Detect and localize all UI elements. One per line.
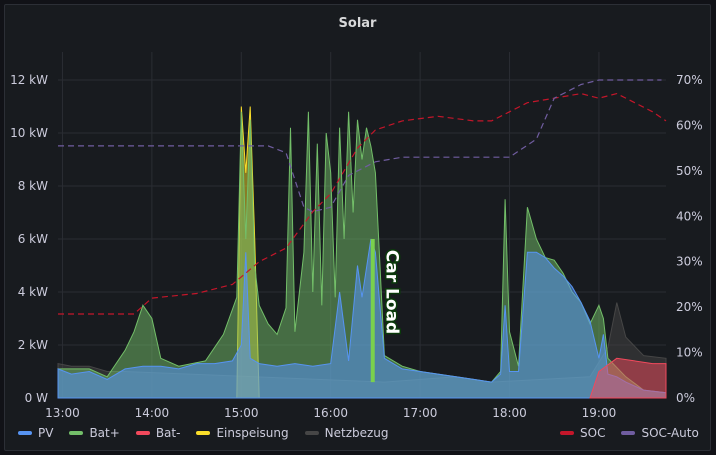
legend-label-netzbezug: Netzbezug: [324, 426, 389, 440]
soc-lines: [58, 79, 667, 315]
line-socauto: [58, 79, 662, 213]
y-right-tick-label: 10%: [676, 346, 703, 360]
legend-item-bat-minus[interactable]: Bat-: [135, 426, 181, 440]
area-pv: [57, 238, 667, 399]
legend-left: PV Bat+ Bat- Einspeisung Netzbezug: [18, 426, 405, 440]
legend-label-soc: SOC: [580, 426, 606, 440]
legend-right: SOC SOC-Auto: [560, 426, 699, 440]
legend-label-soc-auto: SOC-Auto: [641, 426, 699, 440]
legend-item-soc-auto[interactable]: SOC-Auto: [621, 426, 699, 440]
y-right-tick-label: 60%: [676, 118, 703, 132]
y-left-tick-label: 8 kW: [18, 179, 48, 193]
y-left-tick-label: 4 kW: [18, 285, 48, 299]
y-left-tick-label: 10 kW: [10, 126, 48, 140]
y-left-tick-label: 2 kW: [18, 338, 48, 352]
y-right-tick-label: 30%: [676, 255, 703, 269]
legend-swatch-soc-auto: [621, 431, 636, 435]
legend-label-bat-minus: Bat-: [155, 426, 181, 440]
y-right-tick-label: 20%: [676, 300, 703, 314]
legend-swatch-einspeisung: [196, 431, 211, 435]
y-left-tick-label: 12 kW: [10, 73, 48, 87]
x-tick-label: 18:00: [492, 406, 527, 420]
y-right-tick-label: 50%: [676, 164, 703, 178]
legend-item-soc[interactable]: SOC: [560, 426, 605, 440]
x-tick-label: 13:00: [45, 406, 80, 420]
x-tick-label: 15:00: [224, 406, 259, 420]
car-load-label: Car Load: [382, 250, 402, 334]
legend-item-bat-plus[interactable]: Bat+: [69, 426, 120, 440]
legend-swatch-soc: [560, 431, 574, 435]
legend-swatch-bat-plus: [69, 431, 84, 435]
y-right-tick-label: 40%: [676, 209, 703, 223]
axis-ticks: 0 W 2 kW 4 kW 6 kW 8 kW 10 kW 12 kW 0% 10% 20% 30%…: [10, 73, 703, 420]
y-right-tick-label: 0%: [676, 391, 695, 405]
legend-label-einspeisung: Einspeisung: [216, 426, 289, 440]
y-left-tick-label: 0 W: [25, 391, 48, 405]
legend-label-bat-plus: Bat+: [89, 426, 120, 440]
y-right-tick-label: 70%: [676, 73, 703, 87]
legend-swatch-netzbezug: [304, 431, 319, 435]
panel-title[interactable]: Solar: [338, 16, 377, 31]
series-areas: [57, 106, 667, 399]
area-bat: [589, 357, 667, 399]
x-tick-label: 19:00: [582, 406, 617, 420]
x-tick-label: 17:00: [403, 406, 438, 420]
legend-label-pv: PV: [38, 426, 54, 440]
car-load-annotation: Car Load: [370, 239, 403, 383]
legend-item-netzbezug[interactable]: Netzbezug: [304, 426, 389, 440]
x-tick-label: 16:00: [313, 406, 348, 420]
legend-swatch-bat-minus: [135, 431, 150, 435]
y-left-tick-label: 6 kW: [18, 232, 48, 246]
x-tick-label: 14:00: [135, 406, 170, 420]
legend-item-pv[interactable]: PV: [18, 426, 53, 440]
line-soc: [58, 92, 667, 315]
legend-item-einspeisung[interactable]: Einspeisung: [196, 426, 289, 440]
legend-swatch-pv: [18, 431, 32, 435]
